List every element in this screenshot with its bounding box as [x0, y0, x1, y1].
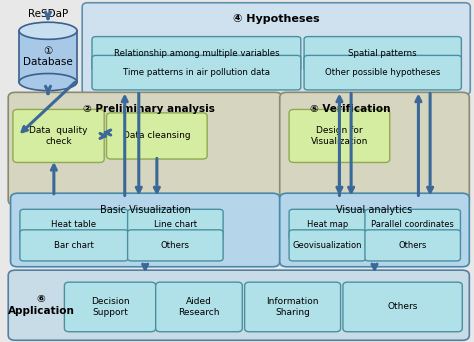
Text: Parallel coordinates: Parallel coordinates — [371, 220, 454, 229]
Text: Others: Others — [161, 241, 190, 250]
Text: Design for
Visualization: Design for Visualization — [311, 126, 368, 146]
FancyBboxPatch shape — [155, 282, 242, 332]
FancyBboxPatch shape — [289, 230, 366, 261]
Ellipse shape — [19, 74, 77, 91]
Ellipse shape — [19, 22, 77, 39]
FancyBboxPatch shape — [343, 282, 462, 332]
Text: Heat map: Heat map — [307, 220, 348, 229]
Text: ④ Hypotheses: ④ Hypotheses — [233, 14, 319, 24]
FancyBboxPatch shape — [304, 37, 461, 71]
FancyBboxPatch shape — [304, 55, 461, 90]
Text: Geovisualization: Geovisualization — [293, 241, 362, 250]
FancyBboxPatch shape — [20, 230, 128, 261]
FancyBboxPatch shape — [92, 37, 301, 71]
FancyBboxPatch shape — [107, 113, 207, 159]
Text: Decision
Support: Decision Support — [91, 297, 129, 317]
FancyBboxPatch shape — [365, 209, 460, 240]
FancyBboxPatch shape — [82, 3, 470, 95]
FancyBboxPatch shape — [289, 109, 390, 162]
Text: Aided
Research: Aided Research — [178, 297, 220, 317]
Text: Others: Others — [387, 302, 418, 312]
FancyBboxPatch shape — [64, 282, 155, 332]
FancyBboxPatch shape — [19, 31, 77, 82]
Text: Information
Sharing: Information Sharing — [266, 297, 319, 317]
FancyBboxPatch shape — [92, 55, 301, 90]
Text: Visual analytics: Visual analytics — [337, 205, 413, 214]
Text: ② Preliminary analysis: ② Preliminary analysis — [83, 104, 215, 114]
FancyBboxPatch shape — [245, 282, 341, 332]
FancyBboxPatch shape — [10, 193, 280, 267]
Text: Bar chart: Bar chart — [54, 241, 94, 250]
Text: ⑤ Verification: ⑤ Verification — [310, 104, 391, 114]
Text: Others: Others — [399, 241, 427, 250]
FancyBboxPatch shape — [280, 92, 469, 205]
Text: Other possible hypotheses: Other possible hypotheses — [325, 68, 440, 77]
Text: Basic Visualization: Basic Visualization — [100, 205, 191, 214]
Text: ⑥
Application: ⑥ Application — [8, 294, 74, 316]
Text: Data cleansing: Data cleansing — [123, 131, 191, 141]
FancyBboxPatch shape — [20, 209, 128, 240]
Text: Spatial patterns: Spatial patterns — [348, 49, 417, 58]
FancyBboxPatch shape — [289, 209, 366, 240]
FancyBboxPatch shape — [8, 92, 282, 205]
FancyBboxPatch shape — [280, 193, 469, 267]
FancyBboxPatch shape — [128, 209, 223, 240]
Text: ①
Database: ① Database — [23, 45, 73, 67]
FancyBboxPatch shape — [128, 230, 223, 261]
Text: ReSDaP: ReSDaP — [28, 9, 68, 18]
FancyBboxPatch shape — [8, 270, 469, 340]
Text: Time patterns in air pollution data: Time patterns in air pollution data — [123, 68, 270, 77]
Text: Line chart: Line chart — [154, 220, 197, 229]
Text: Heat table: Heat table — [52, 220, 97, 229]
Text: Data  quality
check: Data quality check — [29, 126, 88, 146]
FancyBboxPatch shape — [365, 230, 460, 261]
FancyBboxPatch shape — [13, 109, 104, 162]
Text: Relationship among multiple variables: Relationship among multiple variables — [114, 49, 279, 58]
